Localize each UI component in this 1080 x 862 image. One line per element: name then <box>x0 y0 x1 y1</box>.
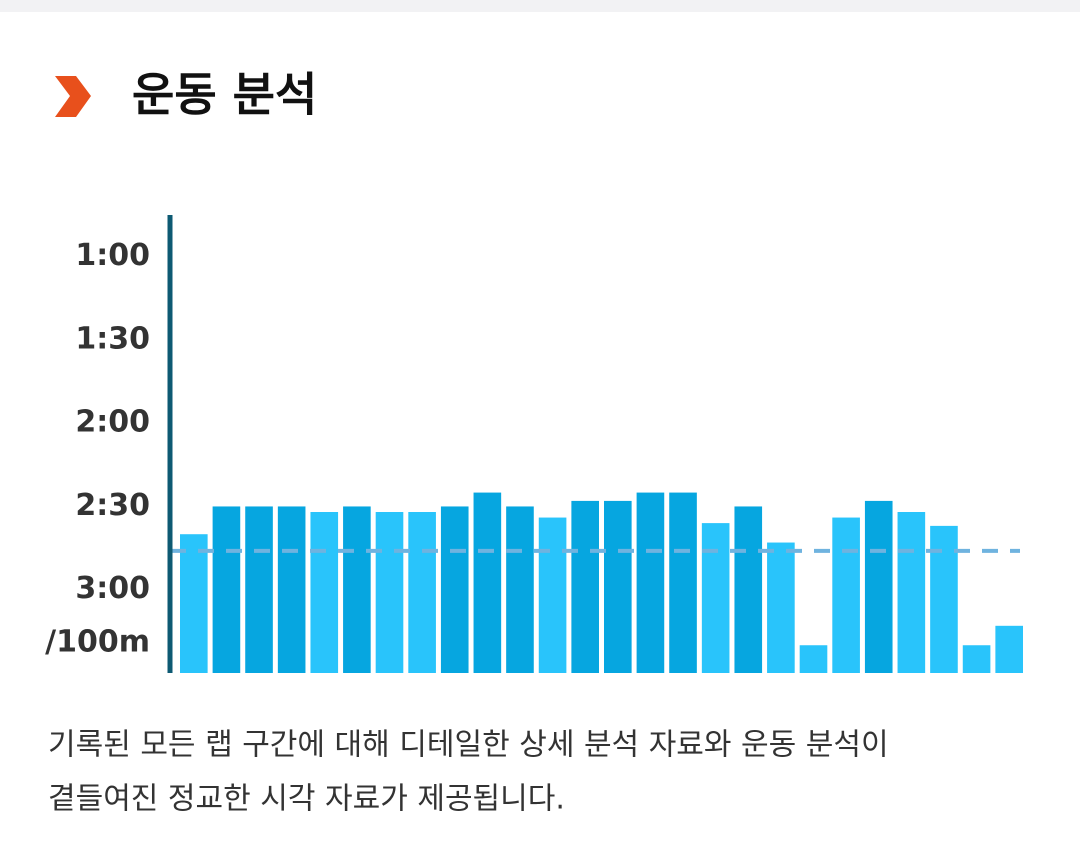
bar <box>212 506 241 673</box>
description-line: 곁들여진 정교한 시각 자료가 제공됩니다. <box>48 782 565 817</box>
bar <box>864 500 893 673</box>
bar <box>538 517 567 673</box>
bar <box>506 506 534 673</box>
y-tick-label: 2:30 <box>75 488 150 523</box>
bar <box>180 534 208 673</box>
y-tick-label: 3:00 <box>75 571 150 606</box>
bar <box>734 506 763 673</box>
bar <box>440 506 469 673</box>
y-tick-label: 2:00 <box>75 405 150 440</box>
section-title: 운동 분석 <box>132 68 317 122</box>
y-tick-label: 1:30 <box>75 321 150 356</box>
bar <box>799 645 828 673</box>
bar <box>669 492 697 673</box>
bar <box>375 512 404 673</box>
bar <box>767 542 795 673</box>
bar <box>832 517 860 673</box>
chevron-icon <box>55 76 91 117</box>
bar <box>962 645 991 673</box>
bar <box>310 512 339 673</box>
bar <box>701 523 730 673</box>
description-line: 기록된 모든 랩 구간에 대해 디테일한 상세 분석 자료와 운동 분석이 <box>48 728 889 763</box>
bar <box>277 506 306 673</box>
top-strip <box>0 0 1080 12</box>
bar <box>930 525 958 673</box>
bar <box>343 506 371 673</box>
bar <box>636 492 665 673</box>
bar <box>408 512 436 673</box>
bar <box>604 500 632 673</box>
bar <box>571 500 599 673</box>
bar <box>995 625 1023 673</box>
y-tick-label: 1:00 <box>75 238 150 273</box>
bar <box>245 506 273 673</box>
bar <box>473 492 502 673</box>
y-unit-label: /100m <box>45 625 150 660</box>
bar <box>897 512 926 673</box>
